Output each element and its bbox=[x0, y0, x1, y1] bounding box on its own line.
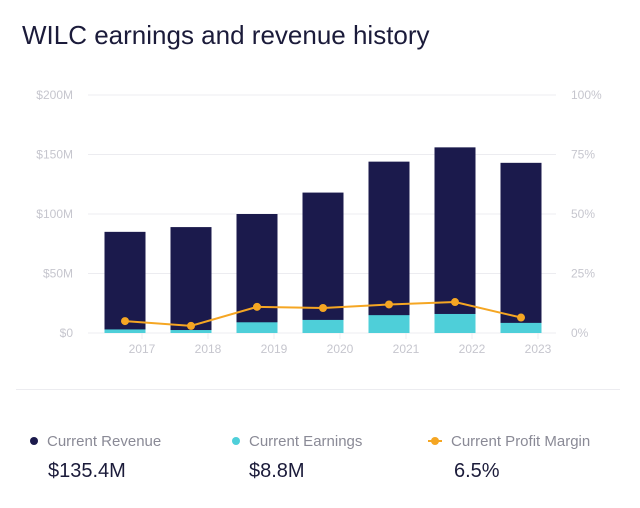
earnings-bar bbox=[434, 313, 476, 333]
revenue-bar bbox=[500, 162, 542, 333]
y-left-tick-label: $100M bbox=[36, 207, 73, 221]
profit-margin-point bbox=[253, 302, 261, 311]
legend-label-revenue: Current Revenue bbox=[47, 432, 162, 450]
y-left-tick-label: $150M bbox=[36, 148, 73, 162]
chart-title: WILC earnings and revenue history bbox=[22, 20, 430, 50]
x-tick-label: 2020 bbox=[327, 342, 354, 356]
legend-label-margin: Current Profit Margin bbox=[451, 432, 591, 450]
left-axis-ticks: $0 $50M $100M $150M $200M bbox=[36, 88, 73, 340]
earnings-bar bbox=[368, 315, 410, 333]
x-tick-label: 2022 bbox=[459, 342, 486, 356]
y-left-tick-label: $50M bbox=[43, 267, 73, 281]
revenue-bar bbox=[170, 227, 212, 333]
divider bbox=[16, 389, 620, 390]
right-axis-ticks: 0% 25% 50% 75% 100% bbox=[571, 88, 602, 340]
y-right-tick-label: 50% bbox=[571, 207, 595, 221]
y-right-tick-label: 0% bbox=[571, 326, 589, 340]
earnings-bar bbox=[302, 319, 344, 333]
legend-label-earnings: Current Earnings bbox=[249, 432, 363, 450]
revenue-bar bbox=[104, 231, 146, 333]
legend-item-earnings: Current Earnings bbox=[232, 431, 362, 451]
y-left-tick-label: $200M bbox=[36, 88, 73, 102]
chart-canvas: $0 $50M $100M $150M $200M 0% 25% 50% 75% 100% 20… bbox=[36, 88, 602, 356]
y-right-tick-label: 100% bbox=[571, 88, 602, 102]
legend-value-revenue: $135.4M bbox=[48, 460, 126, 482]
legend-value-earnings: $8.8M bbox=[249, 460, 305, 482]
profit-margin-point bbox=[319, 304, 327, 313]
x-tick-label: 2023 bbox=[525, 342, 552, 356]
earnings-bar bbox=[236, 322, 278, 333]
profit-margin-point bbox=[517, 313, 525, 322]
profit-margin-point bbox=[451, 298, 459, 307]
profit-margin-line bbox=[121, 298, 525, 330]
earnings-bar bbox=[500, 322, 542, 333]
y-right-tick-label: 25% bbox=[571, 267, 595, 281]
x-tick-label: 2021 bbox=[393, 342, 420, 356]
revenue-bar bbox=[236, 214, 278, 333]
y-right-tick-label: 75% bbox=[571, 148, 595, 162]
earnings-bar bbox=[170, 330, 212, 333]
revenue-legend-marker bbox=[30, 437, 38, 445]
profit-margin-point bbox=[385, 300, 393, 309]
legend-item-revenue: Current Revenue bbox=[30, 431, 161, 451]
x-tick-label: 2017 bbox=[129, 342, 156, 356]
x-tick-label: 2019 bbox=[261, 342, 288, 356]
y-left-tick-label: $0 bbox=[60, 326, 74, 340]
earnings-legend-marker bbox=[232, 437, 240, 445]
profit-margin-point bbox=[121, 317, 129, 326]
x-tick-label: 2018 bbox=[195, 342, 222, 356]
legend-item-margin: Current Profit Margin bbox=[428, 431, 590, 451]
earnings-bar bbox=[104, 329, 146, 333]
margin-legend-marker bbox=[428, 437, 442, 445]
legend-value-margin: 6.5% bbox=[454, 460, 500, 482]
profit-margin-point bbox=[187, 321, 195, 330]
x-axis-ticks: 2017 2018 2019 2020 2021 2022 2023 bbox=[129, 333, 552, 356]
